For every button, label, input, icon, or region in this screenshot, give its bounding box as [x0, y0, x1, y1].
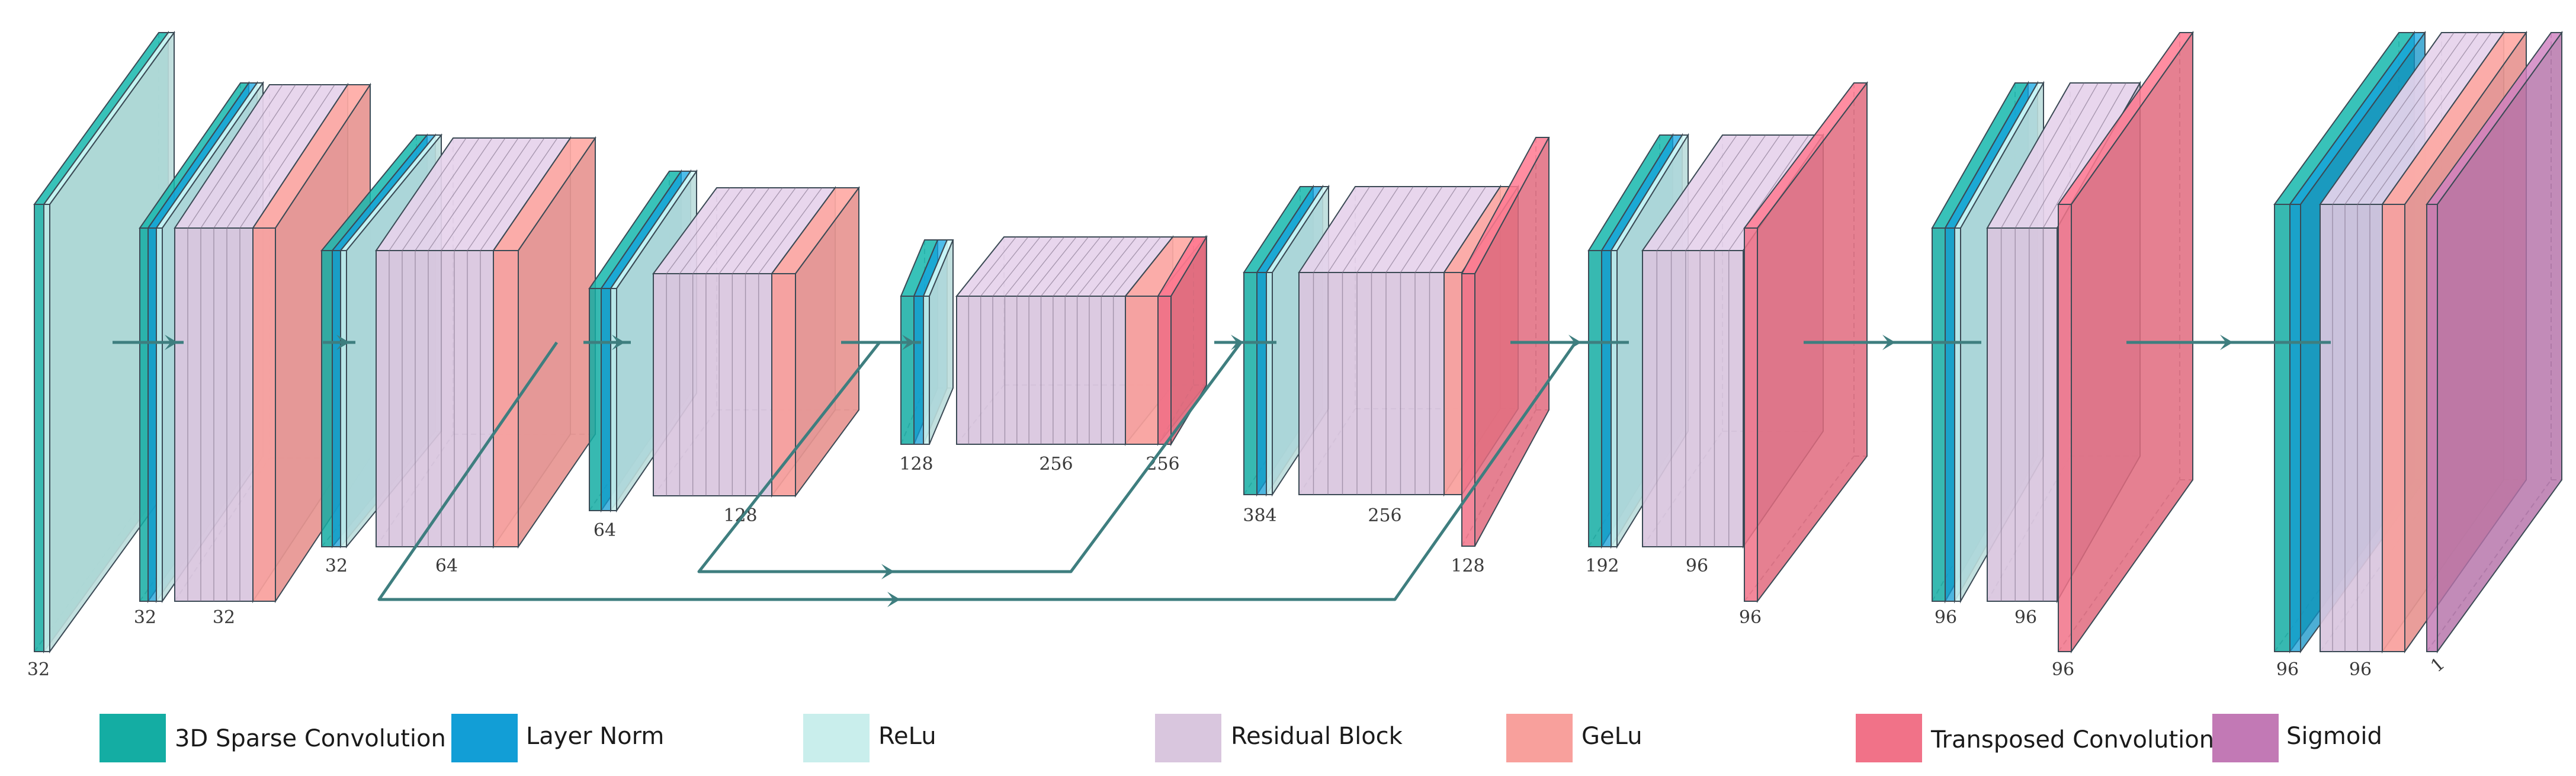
dim-label-b8-sigmoid: 1: [2427, 653, 2449, 676]
legend-label-relu: ReLu: [878, 723, 936, 750]
dim-label-b4-conv: 128: [899, 454, 933, 474]
legend-label-sparse-conv: 3D Sparse Convolution: [175, 725, 446, 752]
dim-label-b2-conv: 32: [325, 556, 348, 576]
dim-label-b5-residual: 256: [1368, 505, 1401, 526]
legend-label-gelu: GeLu: [1581, 723, 1643, 750]
b3-gelu: [771, 185, 860, 498]
forward-arrow-head-4: [902, 335, 915, 350]
forward-arrow-head-2: [336, 335, 349, 350]
legend-label-residual-block: Residual Block: [1231, 723, 1403, 750]
legend-swatch-residual-block: [1155, 714, 1221, 762]
forward-arrow-head-1: [165, 335, 178, 350]
b4-transposed-conv: [1157, 235, 1208, 447]
dim-label-b7-transposed: 96: [2052, 659, 2074, 680]
skip-connection-1: [377, 341, 1577, 601]
forward-arrow-head-7: [1882, 335, 1895, 350]
dim-label-b2-residual: 64: [435, 556, 458, 576]
dim-label-b3-conv: 64: [594, 520, 616, 541]
legend: 3D Sparse Convolution Layer Norm ReLu Re…: [100, 714, 2382, 762]
dim-label-b1-residual: 32: [213, 607, 235, 628]
connections: [113, 335, 2331, 607]
legend-swatch-transposed-conv: [1856, 714, 1922, 762]
legend-swatch-sigmoid: [2212, 714, 2279, 762]
dim-label-b8-conv: 96: [2276, 659, 2299, 680]
dim-label-b6-transposed: 96: [1739, 607, 1762, 628]
dim-label-b8-residual: 96: [2349, 659, 2372, 680]
b4-relu: [922, 239, 954, 445]
dim-label-b7-conv: 96: [1935, 607, 1957, 628]
legend-label-sigmoid: Sigmoid: [2286, 723, 2382, 750]
dim-label-b4-residual: 256: [1039, 454, 1073, 474]
legend-swatch-sparse-conv: [100, 714, 166, 762]
dim-label-b5-conv: 384: [1243, 505, 1276, 526]
b8-sigmoid: [2426, 30, 2563, 654]
forward-arrow-head-3: [612, 335, 625, 350]
dim-label-b7-residual: 96: [2014, 607, 2037, 628]
skip-connection-1-arrow: [887, 592, 900, 607]
skip-connection-2-arrow: [881, 564, 894, 579]
dim-label-b5-transposed: 128: [1451, 556, 1484, 576]
dim-label-b6-conv: 192: [1585, 556, 1619, 576]
forward-arrow-head-5: [1231, 335, 1244, 350]
legend-label-transposed-conv: Transposed Convolution: [1930, 726, 2214, 753]
dimension-labels: 32 32 32 32 64 64 128 128 256 256 384 25…: [27, 454, 2449, 680]
forward-arrow-head-8: [2220, 335, 2233, 350]
legend-label-layer-norm: Layer Norm: [526, 723, 664, 750]
skip-connection-2: [697, 341, 1243, 573]
dim-label-b1-conv: 32: [134, 607, 156, 628]
legend-swatch-layer-norm: [451, 714, 518, 762]
dim-label-b3-residual: 128: [723, 505, 757, 526]
legend-swatch-gelu: [1506, 714, 1573, 762]
dim-label-b0-conv: 32: [27, 659, 50, 680]
dim-label-b6-residual: 96: [1686, 556, 1708, 576]
blocks-layer: [33, 30, 2563, 654]
legend-swatch-relu: [803, 714, 870, 762]
